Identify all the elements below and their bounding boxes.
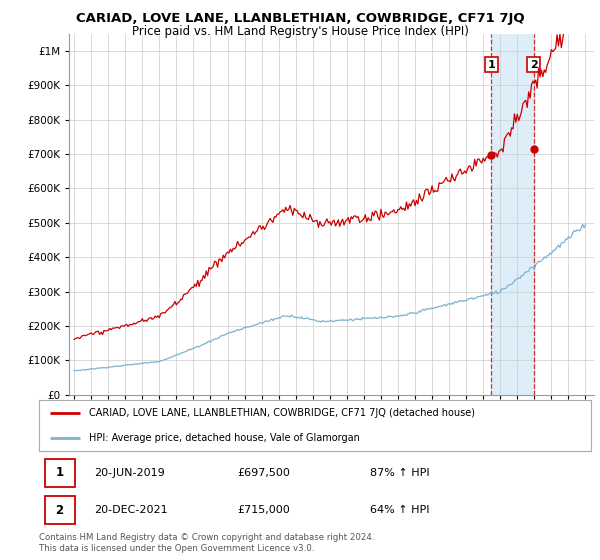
Text: CARIAD, LOVE LANE, LLANBLETHIAN, COWBRIDGE, CF71 7JQ (detached house): CARIAD, LOVE LANE, LLANBLETHIAN, COWBRID… [89,408,475,418]
Text: 1: 1 [55,466,64,479]
Text: CARIAD, LOVE LANE, LLANBLETHIAN, COWBRIDGE, CF71 7JQ: CARIAD, LOVE LANE, LLANBLETHIAN, COWBRID… [76,12,524,25]
FancyBboxPatch shape [44,496,75,524]
Text: 64% ↑ HPI: 64% ↑ HPI [370,505,430,515]
Text: HPI: Average price, detached house, Vale of Glamorgan: HPI: Average price, detached house, Vale… [89,433,359,443]
Text: 87% ↑ HPI: 87% ↑ HPI [370,468,430,478]
Text: 2: 2 [530,59,538,69]
Text: 20-DEC-2021: 20-DEC-2021 [94,505,168,515]
Text: 20-JUN-2019: 20-JUN-2019 [94,468,165,478]
FancyBboxPatch shape [44,459,75,487]
Text: £715,000: £715,000 [238,505,290,515]
Bar [491,34,534,395]
Text: Price paid vs. HM Land Registry's House Price Index (HPI): Price paid vs. HM Land Registry's House … [131,25,469,38]
Text: 2: 2 [55,503,64,517]
Text: £697,500: £697,500 [238,468,290,478]
Text: Contains HM Land Registry data © Crown copyright and database right 2024.
This d: Contains HM Land Registry data © Crown c… [39,533,374,553]
Text: 1: 1 [487,59,495,69]
